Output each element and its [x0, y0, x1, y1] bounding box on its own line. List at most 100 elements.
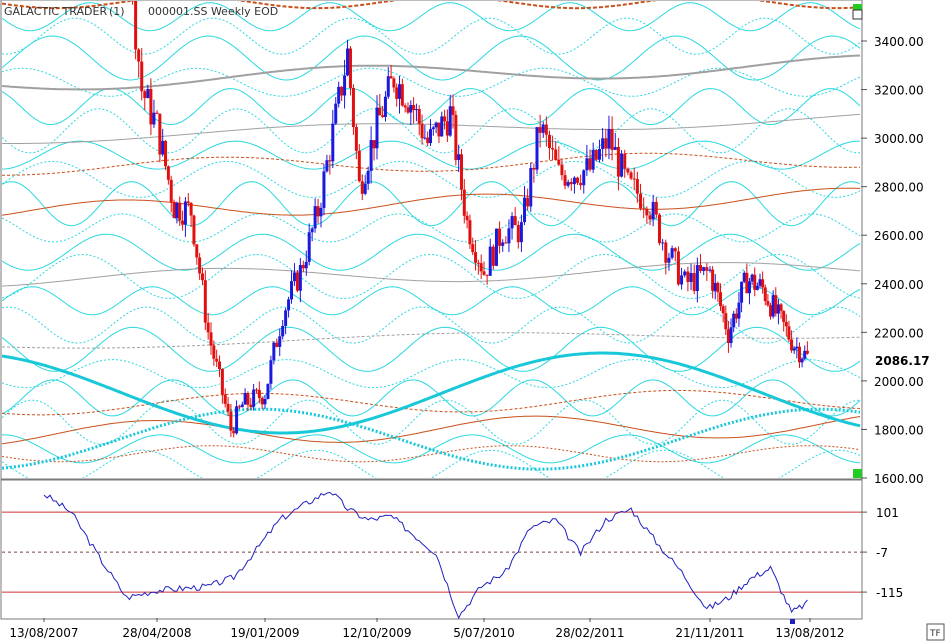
price-candle-body — [711, 269, 715, 291]
price-candle-body — [337, 86, 341, 104]
cycle-curve — [2, 181, 861, 227]
price-candle-body — [763, 287, 767, 302]
price-candle-body — [541, 124, 545, 133]
price-candle-body — [488, 246, 492, 276]
price-candle-body — [328, 160, 332, 162]
price-candle-body — [316, 206, 320, 217]
price-candle-body — [544, 124, 548, 135]
price-candle-body — [507, 228, 511, 244]
panel-handle-bottom[interactable] — [853, 469, 862, 478]
price-candle-body — [383, 96, 387, 117]
price-candle-body — [398, 84, 402, 99]
price-candle-body — [340, 86, 344, 96]
price-candle-body — [657, 214, 661, 244]
price-candle-body — [779, 304, 783, 311]
price-candle-body — [726, 329, 730, 344]
price-candle-body — [229, 411, 233, 431]
cycle-curve — [2, 390, 861, 416]
price-candle-body — [513, 216, 517, 226]
price-candle-body — [203, 280, 207, 323]
cycle-curve — [2, 306, 861, 344]
price-candle-body — [292, 272, 296, 282]
price-candle-body — [237, 406, 241, 408]
price-candle-body — [491, 246, 495, 266]
price-candle-body — [161, 140, 165, 155]
cycle-curve — [2, 187, 860, 216]
price-candle-body — [632, 178, 636, 180]
price-candle-body — [290, 281, 294, 300]
cycle-curve — [2, 286, 861, 316]
symbol-label: 000001.SS Weekly EOD — [148, 5, 278, 18]
time-cursor-marker[interactable] — [790, 619, 795, 624]
price-candle-body — [651, 201, 655, 220]
cycle-curve — [2, 379, 861, 417]
price-candle-body — [597, 149, 601, 160]
osc-tick-label: 101 — [876, 506, 899, 520]
price-candle-body — [569, 181, 573, 185]
price-candle-body — [607, 128, 611, 149]
last-price-label: 2086.17 — [875, 354, 930, 368]
price-candle-body — [604, 138, 608, 149]
price-candle-body — [137, 49, 141, 62]
tf-corner-box[interactable] — [926, 623, 945, 641]
price-candle-body — [692, 273, 696, 292]
price-candle-body — [166, 166, 170, 180]
price-candle-body — [790, 339, 794, 351]
price-candle-body — [183, 201, 187, 225]
price-candle-body — [152, 112, 156, 125]
price-candle-body — [395, 87, 399, 99]
panel-handle-top[interactable] — [853, 4, 862, 13]
cycle-curve — [2, 2, 861, 32]
time-tick-label: 13/08/2007 — [9, 626, 78, 640]
price-candle-body — [269, 360, 273, 384]
price-candle-body — [516, 225, 520, 243]
price-candle-body — [474, 252, 478, 263]
price-candle-body — [670, 248, 674, 258]
cycle-curve — [2, 326, 861, 372]
price-candle-body — [629, 172, 633, 179]
price-candle-body — [579, 182, 583, 186]
price-candle-body — [504, 242, 508, 244]
price-candle-body — [601, 138, 605, 150]
price-candle-body — [501, 242, 505, 246]
cycle-curve — [2, 233, 861, 271]
price-candle-body — [400, 84, 404, 106]
price-candle-body — [437, 122, 441, 137]
price-candle-body — [389, 76, 393, 79]
price-candle-body — [313, 206, 317, 229]
price-candle-body — [523, 197, 527, 223]
price-candle-body — [745, 272, 749, 294]
price-tick-label: 1600.00 — [874, 472, 924, 486]
price-candle-body — [218, 361, 222, 369]
price-candle-body — [792, 348, 796, 351]
price-candle-body — [479, 263, 483, 272]
price-candle-body — [172, 201, 176, 219]
price-candle-body — [198, 257, 202, 274]
price-candle-body — [613, 146, 617, 150]
price-candle-body — [448, 106, 452, 136]
oscillator-line — [43, 491, 808, 620]
price-candle-body — [414, 108, 418, 111]
price-candle-body — [298, 264, 302, 291]
price-candle-body — [134, 1, 138, 50]
app-name-label: GALACTIC TRADER — [4, 5, 107, 18]
price-candle-body — [740, 281, 744, 303]
cycle-curve — [2, 434, 861, 464]
price-candle-body — [591, 150, 595, 170]
price-candle-body — [639, 193, 643, 209]
price-candle-body — [713, 282, 717, 291]
price-candle-body — [369, 140, 373, 171]
price-candle-body — [143, 91, 147, 99]
price-candle-body — [476, 262, 480, 264]
cycle-curve — [2, 108, 861, 154]
price-candle-body — [249, 404, 253, 407]
price-candle-body — [440, 116, 444, 137]
cycle-curve — [2, 399, 861, 445]
price-candle-body — [554, 149, 558, 160]
price-candle-body — [343, 75, 347, 96]
price-candle-body — [645, 209, 649, 216]
price-candle-body — [457, 154, 461, 160]
price-candle-body — [560, 164, 564, 176]
price-candle-body — [331, 123, 335, 162]
panel-close-box[interactable] — [852, 9, 863, 20]
